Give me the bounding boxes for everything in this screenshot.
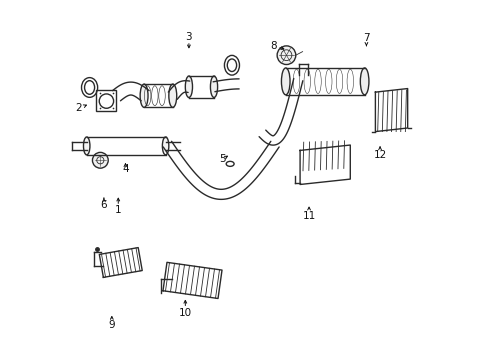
Text: 8: 8 — [269, 41, 276, 50]
Text: 12: 12 — [373, 150, 386, 160]
Text: 7: 7 — [363, 33, 369, 43]
Text: 1: 1 — [115, 206, 122, 216]
Ellipse shape — [168, 84, 176, 107]
Text: 6: 6 — [101, 200, 107, 210]
Text: 10: 10 — [179, 308, 191, 318]
Text: 11: 11 — [302, 211, 315, 221]
Text: 4: 4 — [122, 164, 128, 174]
Ellipse shape — [210, 76, 217, 98]
Circle shape — [92, 152, 108, 168]
Circle shape — [277, 46, 295, 64]
Ellipse shape — [162, 137, 168, 155]
Ellipse shape — [360, 68, 368, 95]
Text: 5: 5 — [219, 154, 225, 164]
Ellipse shape — [185, 76, 192, 98]
Text: 9: 9 — [108, 320, 115, 330]
Ellipse shape — [140, 84, 148, 107]
Text: 3: 3 — [185, 32, 192, 41]
Ellipse shape — [281, 68, 289, 95]
Bar — [96, 90, 116, 111]
Ellipse shape — [83, 137, 90, 155]
Text: 2: 2 — [75, 103, 82, 113]
